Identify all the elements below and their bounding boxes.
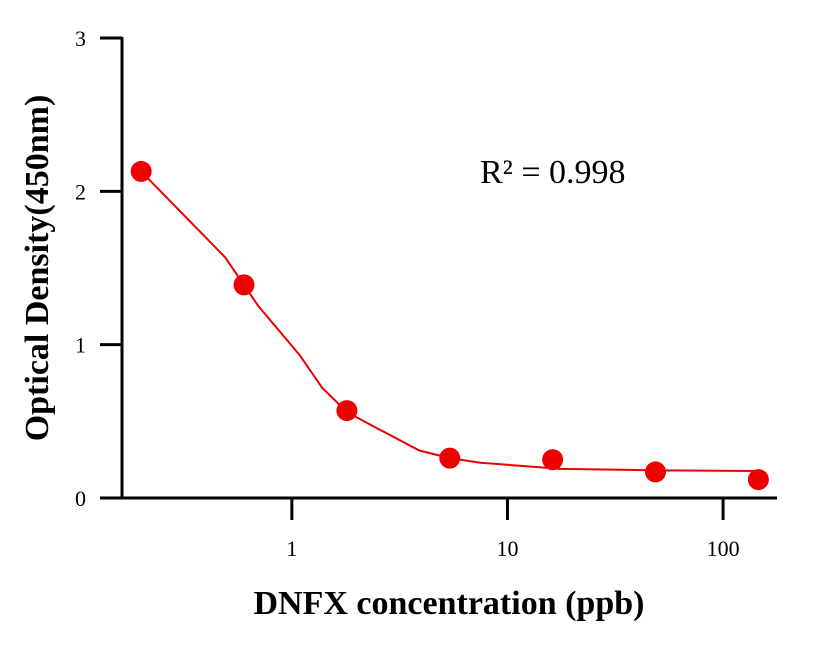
- x-axis-label: DNFX concentration (ppb): [254, 585, 645, 622]
- x-tick-label: 1: [286, 536, 297, 561]
- fit-curve: [140, 170, 760, 472]
- x-tick-label: 100: [707, 536, 740, 561]
- y-axis-label: Optical Density(450nm): [19, 95, 56, 442]
- data-point: [233, 274, 255, 296]
- y-tick-label: 1: [75, 333, 86, 358]
- y-tick-label: 0: [75, 486, 86, 511]
- y-tick-label: 2: [75, 179, 86, 204]
- x-tick-label: 10: [496, 536, 518, 561]
- data-point: [645, 461, 667, 483]
- r-squared-annotation: R² = 0.998: [480, 154, 626, 191]
- data-point: [542, 449, 564, 471]
- data-point: [439, 447, 461, 469]
- data-point: [747, 469, 769, 491]
- y-tick-label: 3: [75, 26, 86, 51]
- data-point: [336, 400, 358, 422]
- data-point: [130, 160, 152, 182]
